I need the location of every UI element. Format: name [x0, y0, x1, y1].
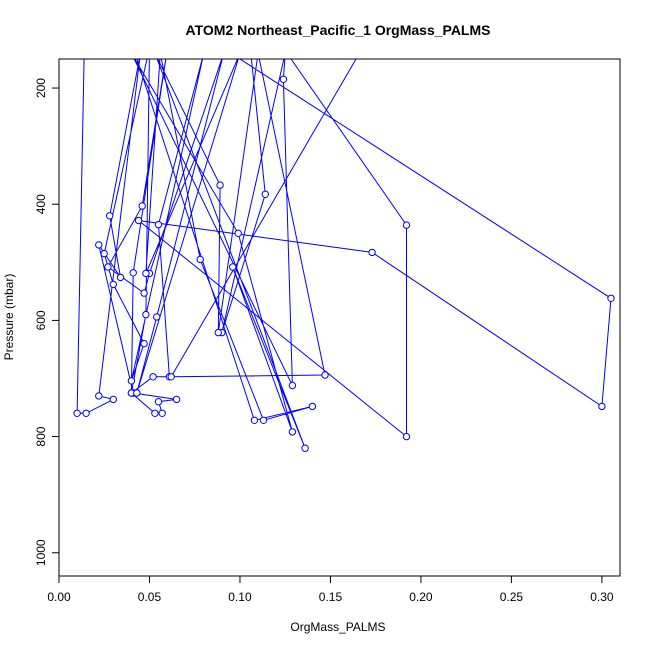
- data-point: [82, 409, 90, 417]
- data-point: [261, 190, 269, 199]
- data-point: [132, 50, 138, 56]
- y-tick-label: 800: [34, 426, 48, 446]
- data-point: [142, 310, 150, 319]
- data-point: [154, 220, 163, 229]
- y-tick-label: 1000: [34, 539, 48, 566]
- data-point: [308, 402, 317, 411]
- data-point: [146, 44, 152, 50]
- data-point: [140, 289, 148, 297]
- data-point: [598, 402, 606, 411]
- data-point: [219, 44, 225, 50]
- data-point: [259, 416, 268, 424]
- data-point: [128, 50, 134, 56]
- data-point: [129, 269, 137, 277]
- y-tick-label: 400: [34, 194, 48, 214]
- data-point: [221, 50, 227, 56]
- y-tick-label: 600: [34, 310, 48, 330]
- chart-title: ATOM2 Northeast_Pacific_1 OrgMass_PALMS: [186, 22, 491, 38]
- data-point: [229, 263, 237, 271]
- data-point: [153, 313, 161, 321]
- data-point: [255, 50, 261, 56]
- data-point: [73, 409, 81, 417]
- data-point: [201, 50, 207, 56]
- data-point: [356, 50, 362, 56]
- data-point: [140, 339, 148, 348]
- data-point: [607, 294, 615, 302]
- data-point: [164, 44, 170, 50]
- data-point: [282, 50, 288, 56]
- data-point: [100, 249, 108, 258]
- data-point: [109, 280, 118, 289]
- data-point: [151, 409, 159, 417]
- data-point: [216, 181, 224, 189]
- data-point: [279, 75, 288, 84]
- data-point: [95, 392, 103, 400]
- data-point: [321, 371, 329, 379]
- data-point: [154, 398, 163, 406]
- data-point: [134, 216, 143, 225]
- x-axis-label: OrgMass_PALMS: [290, 620, 385, 634]
- data-point: [127, 377, 136, 385]
- y-axis-label: Pressure (mbar): [2, 274, 16, 361]
- data-point: [284, 50, 290, 56]
- x-tick-label: 0.25: [500, 590, 524, 604]
- data-point: [288, 428, 297, 436]
- data-point: [402, 432, 411, 441]
- x-tick-label: 0.05: [138, 590, 162, 604]
- plot-frame: [58, 58, 621, 577]
- data-point: [152, 50, 158, 56]
- data-point: [149, 373, 157, 381]
- data-point: [116, 273, 125, 282]
- data-point: [167, 373, 175, 381]
- y-axis: 200 400 600 800 1000: [34, 78, 60, 566]
- data-point: [288, 381, 297, 390]
- x-tick-label: 0.30: [590, 590, 614, 604]
- data-point: [137, 50, 143, 56]
- y-tick-label: 200: [34, 78, 48, 98]
- data-point: [157, 50, 163, 56]
- x-tick-label: 0.20: [409, 590, 433, 604]
- data-point: [109, 395, 118, 404]
- data-point: [368, 248, 376, 257]
- data-point: [95, 241, 103, 249]
- series-line: [76, 59, 612, 449]
- data-point: [248, 50, 254, 56]
- data-point: [237, 50, 243, 56]
- data-point: [234, 229, 242, 238]
- plot-area: [73, 44, 615, 452]
- data-point: [402, 221, 411, 229]
- data-point: [158, 409, 166, 417]
- data-point: [250, 416, 259, 424]
- data-point: [133, 389, 141, 397]
- data-point: [142, 269, 150, 278]
- x-tick-label: 0.10: [228, 590, 252, 604]
- data-point: [81, 44, 87, 50]
- data-point: [106, 212, 114, 220]
- data-point: [138, 202, 146, 210]
- data-point: [214, 328, 223, 337]
- x-tick-label: 0.00: [47, 590, 71, 604]
- data-point: [172, 395, 181, 404]
- x-axis: 0.00 0.05 0.10 0.15 0.20 0.25 0.30: [47, 575, 614, 604]
- data-point: [196, 255, 204, 264]
- x-tick-label: 0.15: [319, 590, 343, 604]
- data-point: [104, 263, 112, 271]
- data-point: [301, 444, 309, 452]
